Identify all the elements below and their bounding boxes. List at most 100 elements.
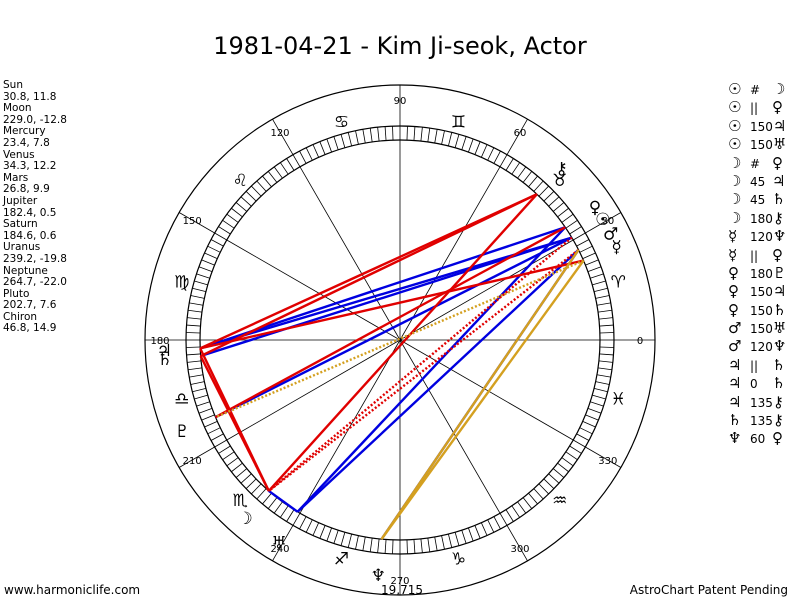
position-value: 264.7, -22.0 (3, 276, 67, 289)
degree-tick (192, 287, 207, 293)
sign-glyphs: ♈ ♉ ♊ ♋ ♌ ♍ ♎ ♏ ♐ ♑ ♒ ♓ (174, 113, 626, 570)
degree-tick (569, 445, 582, 454)
degree-tick (299, 150, 307, 164)
degree-tick (493, 150, 501, 164)
legend-planet-glyph: ⚷ (772, 411, 784, 430)
degree-tick (557, 462, 569, 473)
position-name: Moon (3, 102, 32, 115)
legend-aspect-symbol: 45 (750, 174, 766, 189)
degree-tick (579, 427, 593, 435)
degree-tick (595, 381, 610, 385)
degree-tick (326, 138, 332, 153)
position-name: Saturn (3, 218, 38, 231)
degree-tick (377, 127, 380, 142)
degree-tick (585, 259, 599, 266)
sign-glyph: ♒ (552, 491, 567, 511)
position-name: Chiron (3, 310, 38, 323)
legend-planet-glyph: ☉ (728, 135, 742, 154)
degree-tick (590, 401, 604, 407)
chart-title: 1981-04-21 - Kim Ji-seok, Actor (213, 32, 587, 60)
degree-tick (362, 536, 366, 551)
degree-tick (434, 129, 438, 144)
degree-tick (468, 138, 474, 153)
legend-aspect-symbol: 150 (750, 119, 773, 134)
degree-tick (369, 537, 373, 552)
aspect-line (268, 489, 299, 513)
legend-aspect-symbol: 150 (750, 322, 773, 337)
footer-site-link[interactable]: www.harmoniclife.com (4, 583, 141, 597)
degree-tick (533, 488, 544, 500)
position-value: 23.4, 7.8 (3, 136, 50, 149)
degree-tick (355, 130, 359, 145)
degree-label: 300 (510, 544, 529, 555)
legend-planet-glyph: ♅ (772, 319, 787, 338)
aspect-line (268, 236, 573, 492)
house-spoke (226, 339, 401, 441)
aspect-legend-row: ♀ 150♃ (728, 282, 786, 300)
degree-tick (474, 141, 481, 155)
degree-tick (333, 530, 339, 544)
legend-planet-glyph: ♃ (728, 355, 742, 374)
degree-label: 180 (150, 336, 169, 347)
aspect-legend-row: ♄ 135⚷ (728, 411, 786, 429)
degree-tick (573, 232, 586, 241)
legend-aspect-symbol: 135 (750, 414, 773, 429)
degree-tick (189, 302, 204, 306)
degree-label: 210 (183, 456, 202, 467)
degree-tick (599, 353, 614, 356)
degree-tick (187, 317, 202, 320)
planet-positions-list: Sun 30.8, 11.8 Moon 229.0, -12.8 Mercury 23.4… (3, 79, 67, 335)
position-value: 30.8, 11.8 (3, 90, 57, 103)
degree-tick (190, 295, 205, 299)
degree-label: 60 (514, 128, 527, 139)
legend-planet-glyph: ☽ (728, 153, 742, 172)
degree-tick (222, 451, 235, 460)
degree-tick (587, 266, 602, 272)
aspect-legend-row: ☽ 45 ♄ (728, 190, 786, 208)
degree-tick (582, 252, 596, 260)
aspect-legend-row: ☉ || ♀ (728, 98, 786, 116)
degree-tick (538, 483, 549, 495)
planet-glyph: ♂ (603, 225, 618, 245)
aspect-line (199, 259, 584, 350)
sign-glyph: ♏ (233, 491, 248, 511)
legend-planet-glyph: ♃ (728, 374, 742, 393)
sign-divider (506, 118, 528, 155)
position-name: Jupiter (3, 194, 38, 207)
legend-planet-glyph: ☿ (728, 245, 738, 264)
position-value: 46.8, 14.9 (3, 322, 57, 335)
aspect-line (380, 259, 585, 540)
sign-glyph: ♓ (611, 389, 626, 409)
degree-tick (218, 445, 231, 454)
legend-planet-glyph: ♆ (728, 429, 742, 448)
degree-tick (592, 280, 606, 286)
degree-tick (319, 525, 326, 539)
degree-tick (447, 533, 453, 548)
degree-tick (305, 519, 313, 533)
legend-aspect-symbol: 45 (750, 193, 766, 208)
legend-planet-glyph: ♀ (728, 282, 739, 301)
legend-planet-glyph: ☉ (728, 98, 742, 117)
degree-tick (267, 497, 278, 509)
degree-tick (214, 232, 227, 241)
degree-tick (579, 245, 593, 253)
degree-tick (528, 492, 538, 505)
aspect-legend-row: ☽ 45 ♃ (728, 172, 786, 190)
house-spoke (299, 166, 401, 341)
degree-tick (245, 478, 257, 489)
legend-aspect-symbol: 120 (750, 340, 773, 355)
degree-tick (377, 538, 380, 553)
aspect-line (267, 193, 538, 492)
legend-aspect-symbol: # (750, 156, 761, 171)
degree-tick (292, 154, 301, 167)
degree-tick (590, 273, 604, 279)
house-spoke (226, 239, 401, 341)
degree-tick (596, 374, 611, 378)
legend-planet-glyph: ♀ (772, 245, 783, 264)
degree-tick (487, 519, 495, 533)
sign-divider (506, 525, 528, 562)
degree-tick (273, 166, 283, 179)
degree-tick (543, 191, 555, 202)
aspect-legend-row: ☉ 150♅ (728, 135, 786, 153)
legend-aspect-symbol: 120 (750, 230, 773, 245)
